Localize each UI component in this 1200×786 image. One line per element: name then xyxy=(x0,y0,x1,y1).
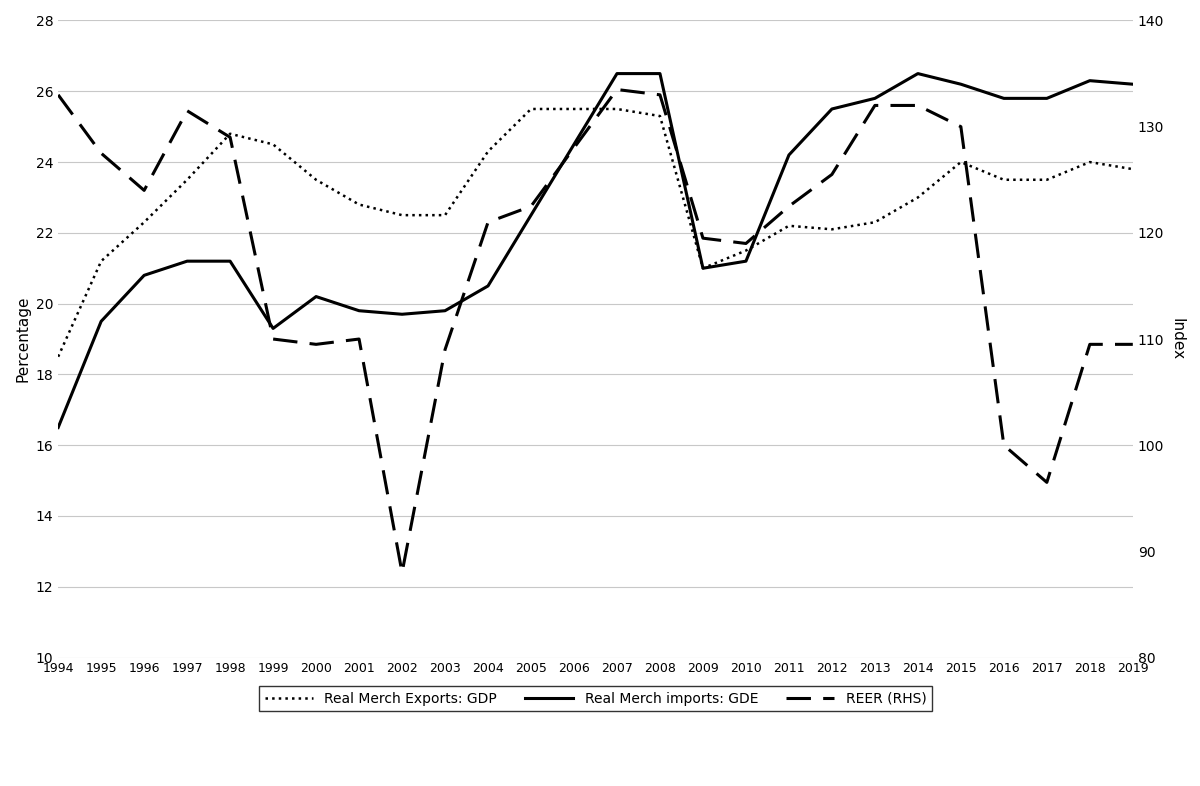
Real Merch imports: GDE: (2e+03, 21.2): GDE: (2e+03, 21.2) xyxy=(180,256,194,266)
REER (RHS) xyxy=(1126,340,1140,349)
REER (RHS) xyxy=(352,334,366,343)
Real Merch imports: GDE: (2e+03, 19.3): GDE: (2e+03, 19.3) xyxy=(266,324,281,333)
Real Merch Exports: GDP: (2e+03, 21.2): GDP: (2e+03, 21.2) xyxy=(94,256,108,266)
REER (RHS) xyxy=(223,133,238,142)
REER (RHS) xyxy=(1039,478,1054,487)
Real Merch Exports: GDP: (2e+03, 24.3): GDP: (2e+03, 24.3) xyxy=(481,147,496,156)
REER (RHS) xyxy=(481,218,496,227)
REER (RHS) xyxy=(395,568,409,578)
REER (RHS) xyxy=(954,122,968,131)
Real Merch imports: GDE: (2.01e+03, 25.5): GDE: (2.01e+03, 25.5) xyxy=(824,105,839,114)
Real Merch imports: GDE: (2.01e+03, 26.5): GDE: (2.01e+03, 26.5) xyxy=(911,69,925,79)
Real Merch Exports: GDP: (2.02e+03, 23.8): GDP: (2.02e+03, 23.8) xyxy=(1126,164,1140,174)
Line: Real Merch Exports: GDP: Real Merch Exports: GDP xyxy=(58,109,1133,357)
Real Merch Exports: GDP: (2.02e+03, 23.5): GDP: (2.02e+03, 23.5) xyxy=(997,175,1012,185)
Real Merch imports: GDE: (2.01e+03, 21): GDE: (2.01e+03, 21) xyxy=(696,263,710,273)
Real Merch Exports: GDP: (2e+03, 24.5): GDP: (2e+03, 24.5) xyxy=(266,140,281,149)
REER (RHS) xyxy=(50,90,65,100)
Line: Real Merch imports: GDE: Real Merch imports: GDE xyxy=(58,74,1133,428)
Real Merch imports: GDE: (2.02e+03, 25.8): GDE: (2.02e+03, 25.8) xyxy=(1039,94,1054,103)
Y-axis label: Index: Index xyxy=(1170,318,1186,360)
REER (RHS) xyxy=(653,90,667,100)
Y-axis label: Percentage: Percentage xyxy=(14,296,30,382)
REER (RHS) xyxy=(308,340,323,349)
Real Merch Exports: GDP: (1.99e+03, 18.5): GDP: (1.99e+03, 18.5) xyxy=(50,352,65,362)
Real Merch imports: GDE: (2e+03, 22.5): GDE: (2e+03, 22.5) xyxy=(524,211,539,220)
REER (RHS) xyxy=(438,345,452,354)
Real Merch Exports: GDP: (2.02e+03, 24): GDP: (2.02e+03, 24) xyxy=(954,157,968,167)
Line: REER (RHS): REER (RHS) xyxy=(58,90,1133,573)
REER (RHS) xyxy=(94,149,108,158)
Real Merch imports: GDE: (2.02e+03, 26.3): GDE: (2.02e+03, 26.3) xyxy=(1082,76,1097,86)
Real Merch Exports: GDP: (2e+03, 22.3): GDP: (2e+03, 22.3) xyxy=(137,218,151,227)
Real Merch imports: GDE: (1.99e+03, 16.5): GDE: (1.99e+03, 16.5) xyxy=(50,423,65,432)
REER (RHS) xyxy=(824,170,839,179)
REER (RHS) xyxy=(997,440,1012,450)
REER (RHS) xyxy=(868,101,882,110)
Real Merch Exports: GDP: (2e+03, 25.5): GDP: (2e+03, 25.5) xyxy=(524,105,539,114)
Real Merch Exports: GDP: (2e+03, 22.5): GDP: (2e+03, 22.5) xyxy=(395,211,409,220)
Real Merch imports: GDE: (2e+03, 19.8): GDE: (2e+03, 19.8) xyxy=(352,306,366,315)
Real Merch imports: GDE: (2e+03, 20.2): GDE: (2e+03, 20.2) xyxy=(308,292,323,301)
Real Merch imports: GDE: (2e+03, 19.5): GDE: (2e+03, 19.5) xyxy=(94,317,108,326)
REER (RHS) xyxy=(524,201,539,211)
Real Merch Exports: GDP: (2e+03, 22.8): GDP: (2e+03, 22.8) xyxy=(352,200,366,209)
REER (RHS) xyxy=(610,85,624,94)
Real Merch Exports: GDP: (2.02e+03, 24): GDP: (2.02e+03, 24) xyxy=(1082,157,1097,167)
Real Merch imports: GDE: (2e+03, 20.5): GDE: (2e+03, 20.5) xyxy=(481,281,496,291)
REER (RHS) xyxy=(266,334,281,343)
Real Merch imports: GDE: (2.01e+03, 24.2): GDE: (2.01e+03, 24.2) xyxy=(781,150,796,160)
Real Merch Exports: GDP: (2e+03, 23.5): GDP: (2e+03, 23.5) xyxy=(180,175,194,185)
Real Merch imports: GDE: (2.01e+03, 25.8): GDE: (2.01e+03, 25.8) xyxy=(868,94,882,103)
Real Merch Exports: GDP: (2.01e+03, 25.5): GDP: (2.01e+03, 25.5) xyxy=(566,105,581,114)
Real Merch imports: GDE: (2e+03, 21.2): GDE: (2e+03, 21.2) xyxy=(223,256,238,266)
Real Merch imports: GDE: (2.02e+03, 26.2): GDE: (2.02e+03, 26.2) xyxy=(954,79,968,89)
Real Merch Exports: GDP: (2e+03, 24.8): GDP: (2e+03, 24.8) xyxy=(223,129,238,138)
REER (RHS) xyxy=(566,143,581,152)
Real Merch Exports: GDP: (2.02e+03, 23.5): GDP: (2.02e+03, 23.5) xyxy=(1039,175,1054,185)
Real Merch Exports: GDP: (2.01e+03, 22.2): GDP: (2.01e+03, 22.2) xyxy=(781,221,796,230)
Real Merch Exports: GDP: (2e+03, 22.5): GDP: (2e+03, 22.5) xyxy=(438,211,452,220)
Real Merch Exports: GDP: (2.01e+03, 22.3): GDP: (2.01e+03, 22.3) xyxy=(868,218,882,227)
REER (RHS) xyxy=(911,101,925,110)
Real Merch Exports: GDP: (2.01e+03, 21.5): GDP: (2.01e+03, 21.5) xyxy=(739,246,754,255)
Real Merch imports: GDE: (2e+03, 19.8): GDE: (2e+03, 19.8) xyxy=(438,306,452,315)
Legend: Real Merch Exports: GDP, Real Merch imports: GDE, REER (RHS): Real Merch Exports: GDP, Real Merch impo… xyxy=(259,686,932,711)
Real Merch Exports: GDP: (2e+03, 23.5): GDP: (2e+03, 23.5) xyxy=(308,175,323,185)
Real Merch imports: GDE: (2.02e+03, 25.8): GDE: (2.02e+03, 25.8) xyxy=(997,94,1012,103)
Real Merch imports: GDE: (2e+03, 20.8): GDE: (2e+03, 20.8) xyxy=(137,270,151,280)
Real Merch imports: GDE: (2.01e+03, 21.2): GDE: (2.01e+03, 21.2) xyxy=(739,256,754,266)
REER (RHS) xyxy=(137,185,151,195)
Real Merch Exports: GDP: (2.01e+03, 22.1): GDP: (2.01e+03, 22.1) xyxy=(824,225,839,234)
REER (RHS) xyxy=(180,106,194,116)
Real Merch imports: GDE: (2e+03, 19.7): GDE: (2e+03, 19.7) xyxy=(395,310,409,319)
REER (RHS) xyxy=(781,201,796,211)
Real Merch imports: GDE: (2.02e+03, 26.2): GDE: (2.02e+03, 26.2) xyxy=(1126,79,1140,89)
Real Merch Exports: GDP: (2.01e+03, 23): GDP: (2.01e+03, 23) xyxy=(911,193,925,202)
Real Merch imports: GDE: (2.01e+03, 26.5): GDE: (2.01e+03, 26.5) xyxy=(610,69,624,79)
REER (RHS) xyxy=(696,233,710,243)
REER (RHS) xyxy=(1082,340,1097,349)
Real Merch Exports: GDP: (2.01e+03, 25.3): GDP: (2.01e+03, 25.3) xyxy=(653,112,667,121)
Real Merch Exports: GDP: (2.01e+03, 25.5): GDP: (2.01e+03, 25.5) xyxy=(610,105,624,114)
REER (RHS) xyxy=(739,239,754,248)
Real Merch imports: GDE: (2.01e+03, 26.5): GDE: (2.01e+03, 26.5) xyxy=(653,69,667,79)
Real Merch Exports: GDP: (2.01e+03, 21): GDP: (2.01e+03, 21) xyxy=(696,263,710,273)
Real Merch imports: GDE: (2.01e+03, 24.5): GDE: (2.01e+03, 24.5) xyxy=(566,140,581,149)
